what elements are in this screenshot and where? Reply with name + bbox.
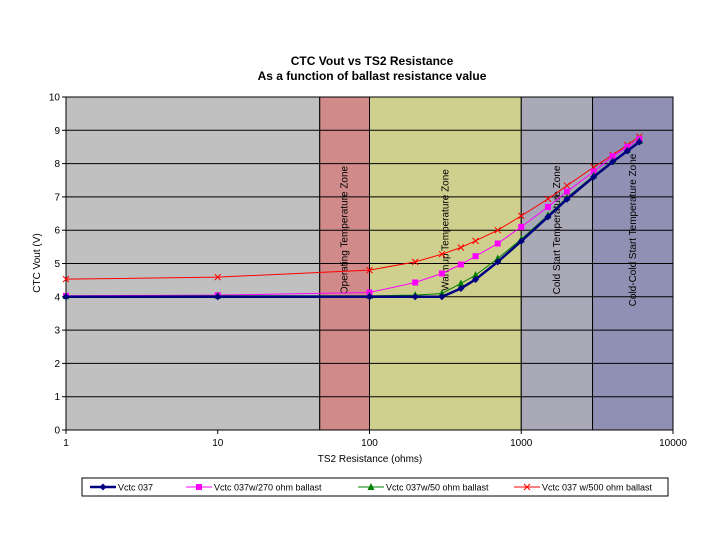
data-point: [472, 275, 480, 283]
series-0: [62, 138, 643, 301]
data-point: [517, 212, 525, 220]
legend-entry: Vctc 037 w/500 ohm ballast: [514, 483, 653, 493]
data-point: [563, 195, 571, 203]
x-tick-label: 1: [63, 438, 69, 449]
chart-title: CTC Vout vs TS2 Resistance: [291, 54, 454, 68]
data-point: [635, 138, 643, 146]
legend-marker: [367, 483, 375, 490]
data-point: [590, 173, 598, 181]
data-point: [544, 195, 552, 203]
data-point: [609, 158, 617, 166]
y-tick-label: 5: [54, 259, 60, 270]
data-point: [544, 203, 551, 210]
data-point: [472, 271, 480, 279]
data-point: [457, 244, 465, 251]
data-point: [609, 153, 616, 160]
data-point: [544, 213, 552, 221]
y-tick-label: 2: [54, 359, 60, 370]
legend-entry: Vctc 037w/270 ohm ballast: [186, 483, 322, 493]
legend-marker: [99, 483, 107, 491]
y-tick-label: 3: [54, 326, 60, 337]
data-point: [494, 226, 502, 234]
legend-label: Vctc 037w/270 ohm ballast: [214, 483, 322, 493]
x-tick-label: 10000: [659, 438, 687, 449]
chart-subtitle: As a function of ballast resistance valu…: [258, 69, 487, 83]
y-tick-label: 6: [54, 226, 60, 237]
legend-label: Vctc 037 w/500 ohm ballast: [542, 483, 653, 493]
legend-marker: [523, 483, 531, 491]
data-point: [472, 253, 479, 260]
data-point: [411, 258, 419, 266]
data-point: [214, 293, 222, 301]
data-point: [494, 240, 501, 247]
x-tick-label: 1000: [510, 438, 533, 449]
legend-label: Vctc 037w/50 ohm ballast: [386, 483, 489, 493]
legend-entry: Vctc 037w/50 ohm ballast: [358, 483, 489, 493]
x-tick-label: 10: [212, 438, 224, 449]
data-point: [366, 293, 373, 301]
y-tick-label: 4: [54, 292, 60, 303]
series-group: [62, 133, 643, 301]
legend-marker: [196, 484, 202, 490]
data-point: [518, 223, 525, 230]
legend-label: Vctc 037: [118, 483, 153, 493]
data-point: [472, 237, 479, 245]
data-point: [563, 182, 571, 189]
legend-entry: Vctc 037: [90, 483, 153, 493]
data-point: [62, 293, 70, 301]
gridlines: [65, 96, 674, 431]
data-point: [457, 279, 465, 287]
y-tick-label: 0: [54, 426, 60, 437]
legend: Vctc 037 Vctc 037w/270 ohm ballast Vctc 03…: [81, 477, 669, 497]
data-point: [623, 147, 631, 155]
data-point: [438, 250, 446, 258]
data-point: [563, 188, 570, 195]
y-axis-label: CTC Vout (V): [32, 233, 43, 292]
data-point: [494, 258, 502, 266]
data-point: [457, 284, 465, 292]
y-tick-label: 7: [54, 192, 60, 203]
data-point: [214, 273, 222, 281]
y-tick-label: 10: [49, 93, 61, 104]
data-point: [438, 293, 446, 301]
data-point: [366, 266, 373, 274]
y-tick-label: 8: [54, 159, 60, 170]
data-point: [411, 293, 419, 301]
x-tick-label: 100: [361, 438, 378, 449]
data-point: [517, 237, 525, 245]
data-point: [412, 279, 419, 286]
data-point: [457, 261, 464, 268]
data-point: [438, 270, 445, 277]
y-tick-label: 9: [54, 126, 60, 137]
data-point: [62, 275, 70, 283]
y-tick-label: 1: [54, 392, 60, 403]
x-axis-label: TS2 Resistance (ohms): [318, 454, 422, 465]
